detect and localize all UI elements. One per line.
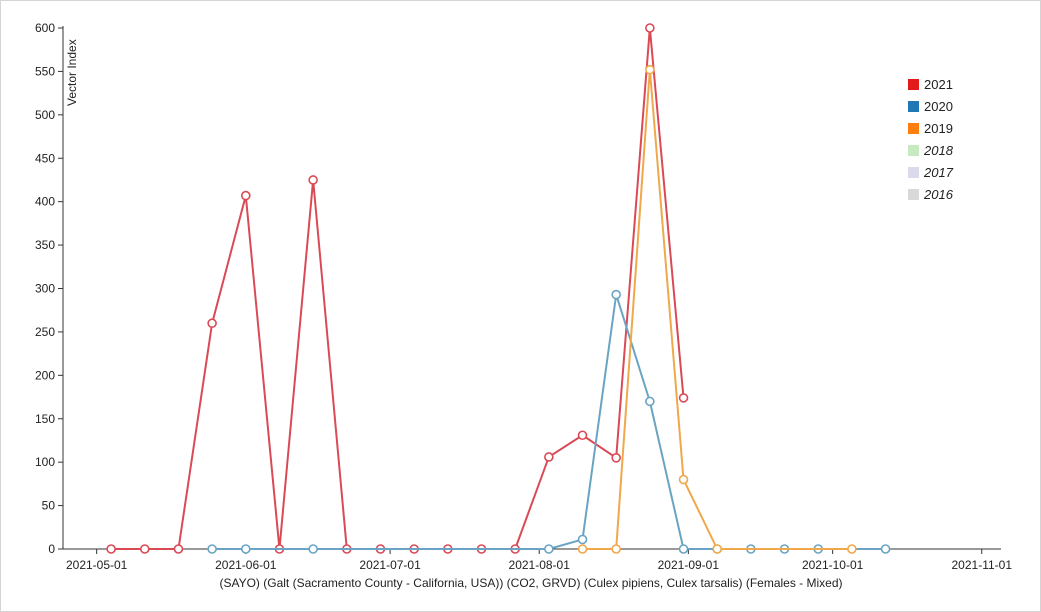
legend-label: 2018 (923, 143, 954, 158)
data-point[interactable] (680, 476, 688, 484)
y-tick-label: 300 (35, 282, 55, 296)
data-point[interactable] (174, 545, 182, 553)
data-point[interactable] (646, 66, 654, 74)
y-tick-label: 600 (35, 21, 55, 35)
legend-item-2016[interactable]: 2016 (908, 187, 954, 202)
legend-label: 2021 (924, 77, 953, 92)
y-tick-label: 0 (48, 542, 55, 556)
data-point[interactable] (309, 545, 317, 553)
x-axis: 2021-05-01 2021-06-01 2021-07-01 2021-08-01… (63, 549, 1012, 572)
legend-label: 2019 (924, 121, 953, 136)
x-tick-label: 2021-08-01 (509, 558, 571, 572)
data-point[interactable] (208, 319, 216, 327)
data-point[interactable] (882, 545, 890, 553)
y-tick-label: 200 (35, 368, 55, 382)
y-tick-label: 150 (35, 412, 55, 426)
data-point[interactable] (579, 431, 587, 439)
data-point[interactable] (545, 453, 553, 461)
series-layer (107, 24, 889, 553)
data-point[interactable] (545, 545, 553, 553)
data-point[interactable] (208, 545, 216, 553)
series-line-2020 (212, 295, 885, 549)
x-tick-label: 2021-09-01 (658, 558, 720, 572)
data-point[interactable] (579, 535, 587, 543)
legend-swatch (908, 167, 919, 178)
legend-swatch (908, 189, 919, 200)
data-point[interactable] (242, 545, 250, 553)
x-tick-label: 2021-06-01 (215, 558, 277, 572)
series-2021 (107, 24, 687, 553)
data-point[interactable] (579, 545, 587, 553)
x-axis-label: (SAYO) (Galt (Sacramento County - Califo… (219, 576, 842, 590)
data-point[interactable] (612, 454, 620, 462)
data-point[interactable] (680, 394, 688, 402)
x-tick-label: 2021-11-01 (952, 558, 1013, 572)
legend-swatch (908, 145, 919, 156)
data-point[interactable] (848, 545, 856, 553)
series-2020 (208, 291, 889, 553)
y-tick-label: 250 (35, 325, 55, 339)
legend-label: 2016 (923, 187, 954, 202)
legend-swatch (908, 123, 919, 134)
y-tick-label: 400 (35, 195, 55, 209)
legend-item-2020[interactable]: 2020 (908, 99, 953, 114)
data-point[interactable] (713, 545, 721, 553)
data-point[interactable] (242, 192, 250, 200)
legend-item-2018[interactable]: 2018 (908, 143, 954, 158)
legend-item-2019[interactable]: 2019 (908, 121, 953, 136)
y-tick-label: 100 (35, 455, 55, 469)
data-point[interactable] (141, 545, 149, 553)
x-tick-label: 2021-10-01 (802, 558, 864, 572)
legend-item-2017[interactable]: 2017 (908, 165, 954, 180)
y-tick-label: 50 (42, 499, 56, 513)
x-tick-label: 2021-05-01 (66, 558, 128, 572)
data-point[interactable] (646, 24, 654, 32)
legend-label: 2017 (923, 165, 954, 180)
data-point[interactable] (612, 545, 620, 553)
data-point[interactable] (107, 545, 115, 553)
data-point[interactable] (309, 176, 317, 184)
data-point[interactable] (612, 291, 620, 299)
y-axis: 0 50 100 150 200 250 300 350 400 450 500 550 600 (35, 21, 63, 556)
y-tick-label: 350 (35, 238, 55, 252)
y-tick-label: 550 (35, 64, 55, 78)
legend-item-2021[interactable]: 2021 (908, 77, 953, 92)
x-tick-label: 2021-07-01 (359, 558, 421, 572)
y-tick-label: 450 (35, 151, 55, 165)
legend-swatch (908, 101, 919, 112)
data-point[interactable] (680, 545, 688, 553)
legend: 2021 2020 2019 2018 2017 2016 (908, 77, 954, 202)
y-tick-label: 500 (35, 108, 55, 122)
data-point[interactable] (646, 397, 654, 405)
y-axis-label: Vector Index (65, 39, 79, 106)
legend-swatch (908, 79, 919, 90)
series-line-2021 (111, 28, 683, 549)
series-line-2019 (583, 70, 852, 549)
legend-label: 2020 (924, 99, 953, 114)
